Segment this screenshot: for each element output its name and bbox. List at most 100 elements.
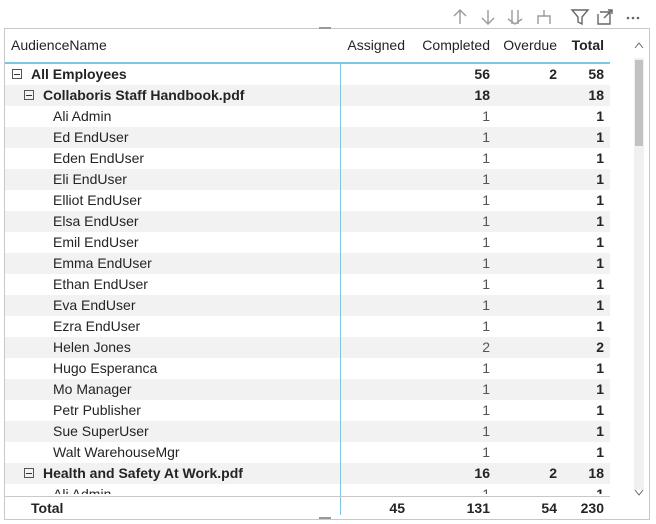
matrix-row: Ali Admin 1 1	[5, 484, 610, 494]
expand-next-icon[interactable]	[507, 10, 523, 25]
column-header: Completed	[422, 37, 490, 53]
scroll-arrows	[634, 42, 644, 496]
row-label: Eva EndUser	[53, 297, 136, 313]
row-label: Ali Admin	[53, 486, 112, 494]
row-label: Emil EndUser	[53, 234, 139, 250]
matrix-row: Helen Jones 2 2	[5, 337, 610, 358]
collapse-button[interactable]	[24, 468, 34, 478]
total-value: 54	[541, 500, 557, 516]
matrix-row: Eva EndUser 1 1	[5, 295, 610, 316]
column-divider	[340, 63, 341, 515]
column-header: Overdue	[503, 37, 557, 53]
row-label: Eli EndUser	[53, 171, 127, 187]
cell-value: 1	[482, 444, 490, 460]
matrix-row: Elsa EndUser 1 1	[5, 211, 610, 232]
scroll-up[interactable]	[634, 42, 644, 49]
matrix-row: Eden EndUser 1 1	[5, 148, 610, 169]
matrix-row: Mo Manager 1 1	[5, 379, 610, 400]
resize-handle	[319, 27, 331, 29]
cell-value: 1	[596, 129, 604, 145]
cell-value: 1	[596, 297, 604, 313]
resize-handle	[319, 517, 331, 519]
cell-value: 1	[482, 318, 490, 334]
cell-value: 1	[596, 444, 604, 460]
expand-all-icon[interactable]	[537, 10, 551, 24]
cell-value: 1	[482, 381, 490, 397]
cell-value: 1	[596, 381, 604, 397]
scrollbar-thumb[interactable]	[635, 60, 643, 146]
cell-value: 1	[482, 108, 490, 124]
matrix-row: Hugo Esperanca 1 1	[5, 358, 610, 379]
cell-value: 1	[596, 171, 604, 187]
cell-value: 56	[474, 66, 490, 82]
column-header: Total	[571, 37, 604, 53]
row-label: Emma EndUser	[53, 255, 152, 271]
column-header: AudienceName	[11, 37, 107, 53]
matrix-row: Elliot EndUser 1 1	[5, 190, 610, 211]
matrix-row: Health and Safety At Work.pdf 16 2 18	[5, 463, 610, 484]
collapse-button[interactable]	[24, 90, 34, 100]
matrix-row: Walt WarehouseMgr 1 1	[5, 442, 610, 463]
cell-value: 1	[596, 150, 604, 166]
cell-value: 1	[482, 360, 490, 376]
header-underline	[5, 62, 610, 64]
cell-value: 2	[549, 465, 557, 481]
cell-value: 1	[596, 402, 604, 418]
row-label: Elsa EndUser	[53, 213, 139, 229]
matrix-row: Petr Publisher 1 1	[5, 400, 610, 421]
cell-value: 2	[596, 339, 604, 355]
cell-value: 1	[482, 192, 490, 208]
cell-value: 1	[596, 486, 604, 494]
total-value: 45	[389, 500, 405, 516]
scrollbar-track[interactable]	[634, 58, 644, 490]
focus-icon[interactable]	[597, 9, 613, 25]
cell-value: 18	[588, 87, 604, 103]
matrix-body: All Employees 56 2 58 Collaboris Staff Handb…	[5, 64, 610, 494]
drill-up-icon[interactable]	[453, 9, 467, 24]
row-label: Helen Jones	[53, 339, 131, 355]
matrix-row: Emma EndUser 1 1	[5, 253, 610, 274]
scroll-down[interactable]	[634, 489, 644, 496]
row-label: Mo Manager	[53, 381, 132, 397]
cell-value: 1	[482, 255, 490, 271]
row-label: Sue SuperUser	[53, 423, 149, 439]
row-label: Hugo Esperanca	[53, 360, 158, 376]
cell-value: 1	[482, 171, 490, 187]
row-label: Ezra EndUser	[53, 318, 141, 334]
cell-value: 1	[482, 423, 490, 439]
cell-value: 1	[596, 318, 604, 334]
cell-value: 1	[596, 276, 604, 292]
cell-value: 1	[482, 234, 490, 250]
cell-value: 1	[482, 129, 490, 145]
row-label: Collaboris Staff Handbook.pdf	[43, 87, 245, 103]
matrix-row: Ethan EndUser 1 1	[5, 274, 610, 295]
column-header: Assigned	[347, 37, 405, 53]
toolbar	[453, 9, 640, 26]
collapse-button[interactable]	[12, 69, 22, 79]
row-label: Walt WarehouseMgr	[53, 444, 180, 460]
matrix-row: Collaboris Staff Handbook.pdf 18 18	[5, 85, 610, 106]
cell-value: 1	[596, 108, 604, 124]
drill-down-icon[interactable]	[481, 10, 495, 25]
cell-value: 16	[474, 465, 490, 481]
matrix-row: Ali Admin 1 1	[5, 106, 610, 127]
total-row: Total 45 131 54 230	[5, 496, 610, 519]
filter-icon[interactable]	[570, 9, 590, 26]
cell-value: 2	[482, 339, 490, 355]
row-label: Ed EndUser	[53, 129, 129, 145]
cell-value: 1	[482, 297, 490, 313]
row-label: Eden EndUser	[53, 150, 145, 166]
cell-value: 58	[588, 66, 604, 82]
matrix-row: Ezra EndUser 1 1	[5, 316, 610, 337]
matrix-row: Emil EndUser 1 1	[5, 232, 610, 253]
matrix-row: Sue SuperUser 1 1	[5, 421, 610, 442]
cell-value: 1	[482, 276, 490, 292]
total-value: 230	[580, 500, 604, 516]
row-label: All Employees	[31, 66, 127, 82]
cell-value: 18	[474, 87, 490, 103]
matrix-row: All Employees 56 2 58	[5, 64, 610, 85]
cell-value: 1	[482, 486, 490, 494]
cell-value: 1	[596, 360, 604, 376]
row-label: Health and Safety At Work.pdf	[43, 465, 243, 481]
